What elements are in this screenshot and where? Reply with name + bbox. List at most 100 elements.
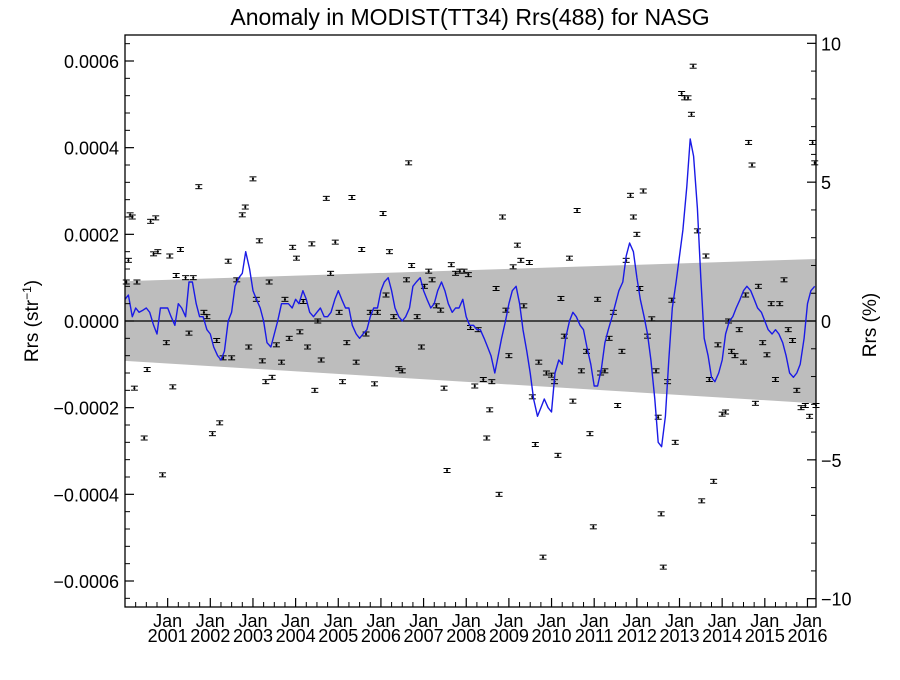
data-point [710,478,718,484]
point-marker [345,341,348,344]
data-point [745,139,753,145]
y2-tick-label: −10 [821,590,852,610]
data-point [339,379,347,385]
data-point [589,524,597,530]
point-marker [202,311,206,314]
data-point [278,359,286,365]
data-point [292,255,300,261]
point-marker [454,272,457,275]
point-marker [473,384,476,388]
data-point [528,394,536,400]
point-marker [360,248,363,251]
data-point [657,511,665,517]
point-marker [650,317,653,320]
data-point [754,283,762,289]
point-marker [497,493,501,496]
data-point [671,439,679,445]
point-marker [485,436,488,440]
data-point [385,249,393,255]
data-point [702,253,710,259]
point-marker [482,378,485,381]
point-marker [275,343,278,346]
data-point [140,435,148,441]
y-tick-label: 0.0002 [64,225,119,245]
data-point [122,279,130,285]
point-marker [175,274,178,277]
data-point [531,442,539,447]
data-point [440,385,448,391]
y-tick-label: −0.0006 [53,572,119,592]
data-point [557,295,565,301]
point-marker [381,212,385,215]
point-marker [724,410,727,414]
point-marker [168,254,171,258]
data-point [366,309,374,315]
point-marker [537,361,540,364]
point-marker [261,359,264,362]
data-point [517,257,525,263]
point-marker [596,298,599,301]
point-marker [770,302,773,305]
data-point [128,214,136,220]
point-marker [161,473,164,476]
point-marker [519,259,522,262]
data-point [238,212,246,218]
x-tick-label-year: 2015 [745,626,785,646]
data-point [565,255,573,261]
x-tick-label-year: 2001 [148,626,188,646]
point-marker [811,141,814,144]
point-marker [401,369,404,372]
data-point [362,331,370,337]
point-marker [338,311,341,314]
x-tick-label-year: 2006 [361,626,401,646]
data-point [492,286,500,291]
data-point [464,272,472,278]
x-tick-label-month: Jan [537,611,566,631]
point-marker [215,339,218,342]
point-marker [490,380,493,383]
data-point [569,398,577,404]
data-point [495,491,503,497]
point-marker [747,141,750,144]
data-point [525,260,533,265]
data-point [505,353,513,359]
data-point [767,301,775,307]
data-point [343,340,351,346]
x-tick-label-month: Jan [622,611,651,631]
point-marker [592,525,595,528]
data-point [285,335,293,341]
point-marker [410,264,413,267]
data-point [314,318,322,324]
y-tick-label: −0.0004 [53,485,119,505]
data-point [289,244,297,250]
point-marker [264,380,267,383]
data-point [169,384,177,390]
point-marker [550,374,553,377]
point-marker [787,328,790,331]
x-tick-label-month: Jan [366,611,395,631]
point-marker [742,361,745,364]
point-marker [488,408,491,411]
data-point [405,160,413,166]
point-marker [686,96,690,99]
point-marker [258,239,261,242]
point-marker [127,259,130,262]
point-marker [288,337,291,340]
point-marker [291,246,294,249]
data-point [317,357,325,363]
point-marker [283,298,287,301]
y-tick-label: 0.0004 [64,139,119,159]
data-point [626,192,634,198]
point-marker [674,441,677,444]
x-tick-label-month: Jan [580,611,609,631]
data-point [605,335,613,341]
data-point [371,381,379,387]
data-point [245,344,253,350]
y-axis-label-main: Rrs (str [22,299,43,362]
point-marker [744,293,747,297]
y-axis-label: Rrs (str−1) [20,280,43,362]
data-point [265,279,273,285]
x-tick-label-month: Jan [324,611,353,631]
